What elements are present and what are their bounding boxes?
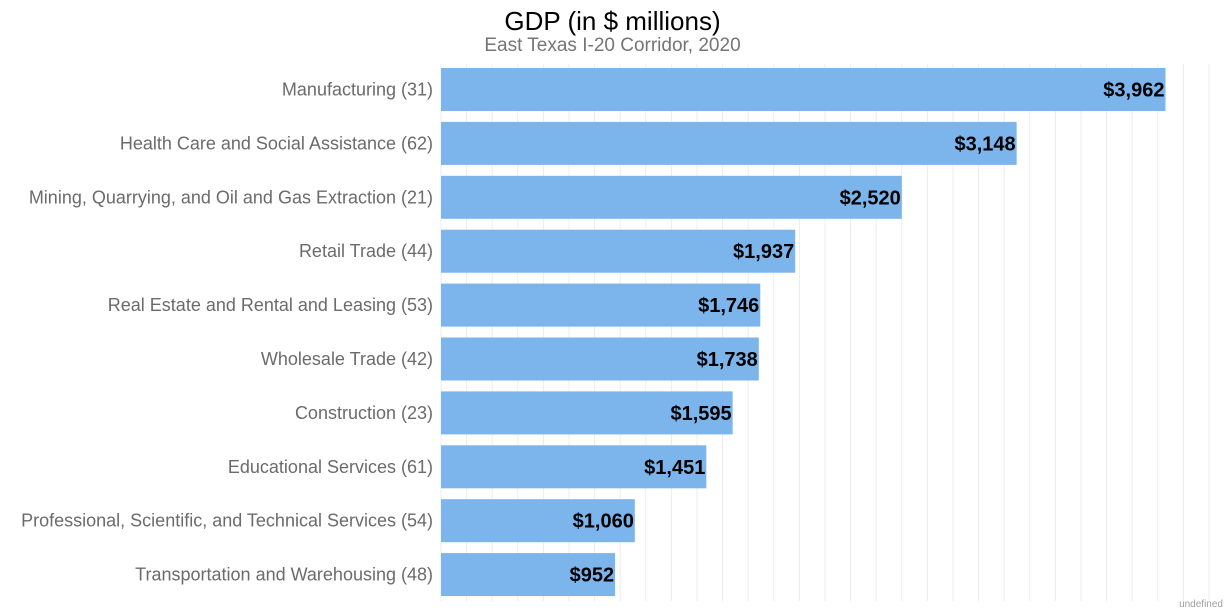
bars	[441, 68, 1166, 597]
value-label: $1,746	[698, 295, 759, 317]
category-label: Real Estate and Rental and Leasing (53)	[108, 295, 433, 315]
category-labels: Manufacturing (31) Health Care and Social…	[21, 80, 433, 585]
bar[interactable]	[441, 68, 1166, 111]
category-label: Health Care and Social Assistance (62)	[120, 133, 433, 153]
value-label: $3,962	[1103, 80, 1164, 102]
category-label: Retail Trade (44)	[299, 241, 433, 261]
bar[interactable]	[441, 553, 616, 597]
chart-title: GDP (in $ millions)	[504, 6, 721, 36]
category-label: Transportation and Warehousing (48)	[135, 565, 433, 585]
bar[interactable]	[441, 337, 759, 381]
category-label: Manufacturing (31)	[282, 80, 433, 100]
value-label: $952	[570, 565, 615, 587]
bar[interactable]	[441, 121, 1017, 165]
value-label: $1,937	[733, 241, 794, 263]
bar[interactable]	[441, 229, 796, 273]
bar[interactable]	[441, 175, 902, 219]
category-label: Educational Services (61)	[228, 457, 433, 477]
chart-subtitle: East Texas I-20 Corridor, 2020	[484, 35, 741, 56]
bar[interactable]	[441, 283, 761, 327]
footer-note: undefined	[1179, 599, 1223, 610]
value-labels: $3,962 $3,148 $2,520 $1,937 $1,746 $1,738 $1,5…	[570, 80, 1165, 587]
value-label: $1,738	[697, 349, 758, 371]
value-label: $2,520	[840, 187, 901, 209]
category-label: Wholesale Trade (42)	[261, 349, 433, 369]
bar[interactable]	[441, 499, 635, 543]
value-label: $1,595	[670, 403, 731, 425]
category-label: Professional, Scientific, and Technical …	[21, 511, 433, 531]
value-label: $3,148	[954, 133, 1015, 155]
bar[interactable]	[441, 445, 707, 489]
value-label: $1,060	[573, 511, 634, 533]
category-label: Construction (23)	[295, 403, 433, 423]
value-label: $1,451	[644, 457, 705, 479]
category-label: Mining, Quarrying, and Oil and Gas Extra…	[29, 187, 433, 207]
bar[interactable]	[441, 391, 733, 435]
